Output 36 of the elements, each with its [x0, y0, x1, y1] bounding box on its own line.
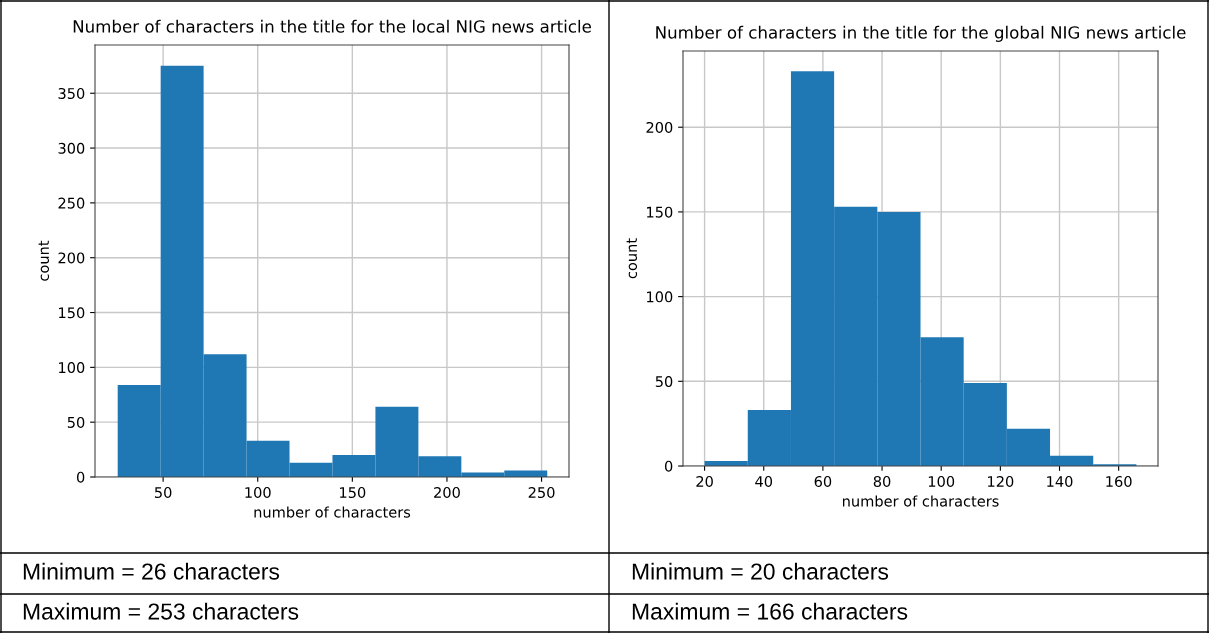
y-tick-label: 0 — [664, 460, 673, 472]
y-tick-label: 50 — [655, 376, 673, 388]
x-tick-label: 150 — [340, 486, 366, 499]
x-axis-title: number of characters — [842, 495, 999, 507]
x-tick-label: 20 — [696, 475, 713, 488]
y-tick-label: 200 — [58, 252, 85, 264]
text: Minimum = 26 characters — [23, 562, 280, 580]
x-tick-label: 100 — [245, 486, 271, 499]
y-tick-label: 150 — [59, 307, 85, 319]
y-tick-label: 150 — [647, 206, 673, 218]
x-tick-label: 160 — [1106, 475, 1132, 488]
y-tick-label: 100 — [59, 362, 85, 374]
chart-title: Number of characters in the title for the global NIG news article — [656, 25, 1186, 42]
y-axis-title: count — [626, 238, 638, 279]
y-tick-label: 200 — [646, 121, 673, 133]
x-tick-label: 40 — [755, 475, 773, 488]
y-tick-label: 50 — [67, 416, 85, 428]
x-axis-title: number of characters — [254, 506, 411, 518]
y-tick-label: 350 — [58, 87, 85, 99]
y-tick-label: 300 — [58, 142, 85, 154]
x-tick-label: 60 — [814, 475, 832, 488]
x-tick-label: 120 — [988, 475, 1014, 488]
chart-title: Number of characters in the title for the local NIG news article — [73, 19, 591, 33]
y-tick-label: 100 — [647, 291, 673, 303]
x-tick-label: 200 — [434, 486, 460, 499]
text: Maximum = 166 characters — [632, 602, 908, 620]
x-tick-label: 50 — [154, 486, 172, 499]
x-tick-label: 100 — [928, 475, 955, 488]
x-tick-label: 80 — [873, 475, 891, 488]
text: Minimum = 20 characters — [632, 562, 889, 580]
text: Maximum = 253 characters — [23, 602, 299, 620]
x-tick-label: 140 — [1047, 475, 1073, 488]
y-axis-title: count — [38, 240, 50, 281]
y-tick-label: 0 — [76, 471, 85, 483]
x-tick-label: 250 — [528, 486, 555, 499]
y-tick-label: 250 — [58, 197, 85, 209]
